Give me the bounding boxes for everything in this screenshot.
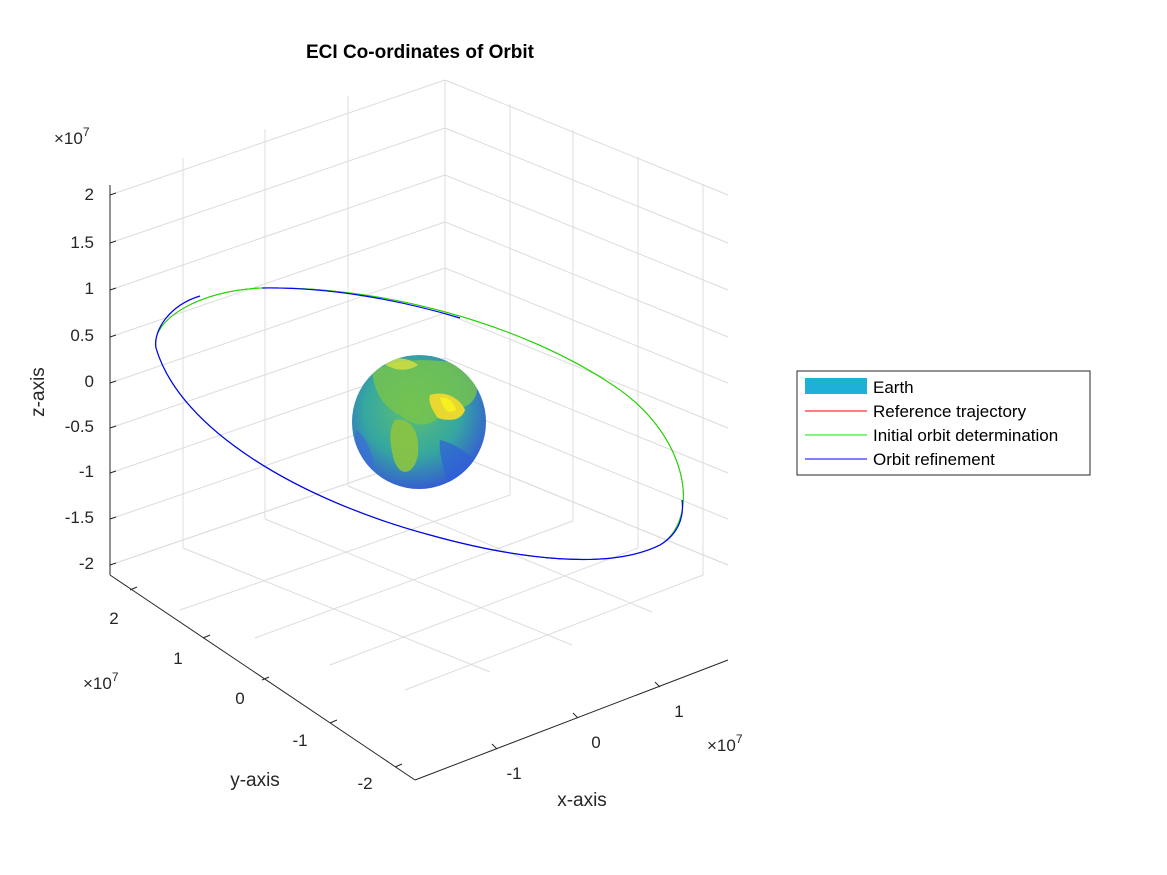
legend-earth-swatch bbox=[805, 378, 867, 394]
z-axis-label: z-axis bbox=[28, 367, 49, 417]
grid-line bbox=[444, 312, 729, 429]
grid-line bbox=[444, 449, 729, 566]
legend-earth-label: Earth bbox=[873, 378, 914, 397]
z-tick-label: -0.5 bbox=[65, 417, 94, 436]
legend: Earth Reference trajectory Initial orbit… bbox=[796, 370, 1091, 476]
z-tick-label: -2 bbox=[79, 554, 94, 573]
axes bbox=[109, 185, 729, 781]
earth bbox=[352, 355, 486, 489]
grid-line bbox=[109, 79, 446, 196]
grid-line bbox=[179, 494, 511, 611]
legend-reference-label: Reference trajectory bbox=[873, 402, 1027, 421]
tick-marks bbox=[109, 192, 661, 768]
x-tick bbox=[491, 743, 498, 750]
grid-line bbox=[444, 221, 729, 338]
z-tick-label: -1.5 bbox=[65, 508, 94, 527]
grid-line bbox=[109, 174, 446, 291]
grid-line bbox=[109, 221, 446, 338]
y-axis-label: y-axis bbox=[230, 770, 280, 791]
grid-line bbox=[329, 547, 639, 666]
orbit-refinement-top bbox=[261, 287, 461, 319]
z-tick bbox=[109, 240, 117, 244]
z-tick-labels: 2 1.5 1 0.5 0 -0.5 -1 -1.5 -2 bbox=[65, 185, 94, 573]
x-exponent-power: 7 bbox=[736, 732, 743, 746]
grid-line bbox=[109, 312, 446, 429]
y-exponent: ×107 bbox=[83, 670, 119, 693]
x-tick-label: 1 bbox=[674, 702, 683, 721]
x-axis-line bbox=[414, 659, 729, 781]
z-tick-label: 0.5 bbox=[70, 326, 94, 345]
x-tick bbox=[654, 681, 661, 688]
chart-title: ECI Co-ordinates of Orbit bbox=[306, 42, 535, 63]
z-tick-label: 2 bbox=[85, 185, 94, 204]
grid-lines bbox=[109, 79, 729, 691]
x-exponent: ×107 bbox=[707, 732, 743, 755]
z-exponent: ×107 bbox=[54, 125, 90, 148]
y-tick-label: 0 bbox=[235, 689, 244, 708]
grid-line bbox=[444, 267, 729, 384]
y-tick-labels: 2 1 0 -1 -2 bbox=[109, 609, 372, 793]
y-tick-label: 1 bbox=[173, 649, 182, 668]
x-tick-label: -1 bbox=[506, 764, 521, 783]
y-tick bbox=[394, 763, 403, 768]
grid-line bbox=[109, 127, 446, 244]
z-tick bbox=[109, 380, 117, 384]
z-tick bbox=[109, 425, 117, 429]
grid-line bbox=[254, 520, 574, 639]
z-tick bbox=[109, 516, 117, 520]
svg-text:×107: ×107 bbox=[707, 732, 743, 755]
grid-line bbox=[444, 357, 729, 474]
z-exponent-base: ×10 bbox=[54, 129, 83, 148]
y-exponent-base: ×10 bbox=[83, 674, 112, 693]
y-tick bbox=[261, 676, 270, 681]
grid-line bbox=[404, 574, 704, 691]
y-tick bbox=[329, 719, 338, 724]
z-tick bbox=[109, 287, 117, 291]
z-tick bbox=[109, 562, 117, 566]
z-tick-label: 1.5 bbox=[70, 233, 94, 252]
legend-initial-label: Initial orbit determination bbox=[873, 426, 1058, 445]
x-tick-labels: -1 0 1 bbox=[506, 702, 683, 783]
y-axis-line bbox=[109, 574, 416, 781]
z-tick-label: -1 bbox=[79, 462, 94, 481]
grid-line bbox=[109, 267, 446, 384]
x-tick bbox=[572, 712, 579, 719]
z-tick-label: 0 bbox=[85, 372, 94, 391]
z-tick-label: 1 bbox=[85, 279, 94, 298]
y-tick bbox=[129, 586, 138, 591]
x-tick-label: 0 bbox=[591, 733, 600, 752]
grid-line bbox=[444, 79, 729, 196]
x-exponent-base: ×10 bbox=[707, 736, 736, 755]
grid-line bbox=[444, 403, 729, 520]
z-tick bbox=[109, 334, 117, 338]
legend-refinement-label: Orbit refinement bbox=[873, 450, 995, 469]
grid-line bbox=[347, 485, 653, 613]
svg-text:×107: ×107 bbox=[54, 125, 90, 148]
z-tick bbox=[109, 470, 117, 474]
y-tick-label: -2 bbox=[357, 774, 372, 793]
x-axis-label: x-axis bbox=[557, 790, 607, 811]
grid-line bbox=[264, 518, 573, 646]
orbit bbox=[155, 287, 684, 561]
grid-line bbox=[444, 174, 729, 291]
grid-line bbox=[182, 547, 491, 673]
y-exponent-power: 7 bbox=[112, 670, 119, 684]
y-tick-label: 2 bbox=[109, 609, 118, 628]
z-tick bbox=[109, 192, 117, 196]
svg-text:×107: ×107 bbox=[83, 670, 119, 693]
orbit-refinement-front bbox=[155, 347, 684, 561]
orbit-refinement-left bbox=[155, 295, 201, 349]
y-tick-label: -1 bbox=[292, 731, 307, 750]
y-tick bbox=[202, 634, 211, 639]
z-exponent-power: 7 bbox=[83, 125, 90, 139]
grid-line bbox=[444, 127, 729, 244]
